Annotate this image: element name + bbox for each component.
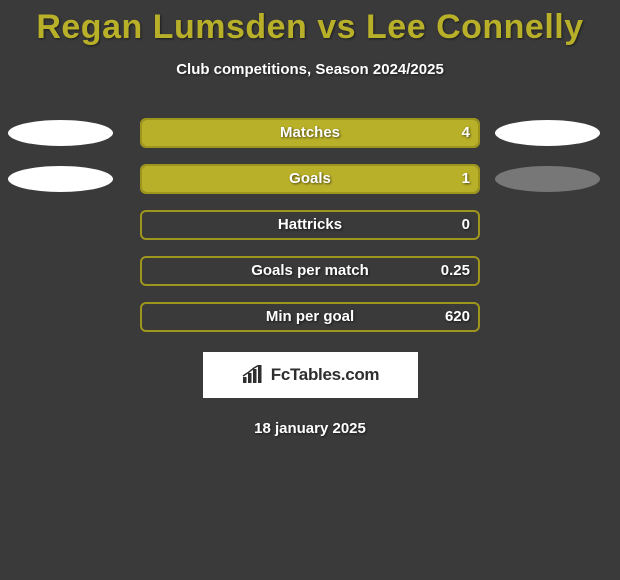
stats-container: Matches4Goals1Hattricks0Goals per match0… [0, 118, 620, 332]
date-text: 18 january 2025 [0, 420, 620, 437]
stat-row: Goals per match0.25 [0, 256, 620, 286]
stat-label: Matches [140, 118, 480, 148]
logo-text: FcTables.com [271, 365, 380, 385]
decorative-ellipse [8, 120, 113, 146]
decorative-ellipse [8, 166, 113, 192]
stat-value: 4 [462, 118, 470, 148]
stat-label: Goals per match [140, 256, 480, 286]
stat-label: Hattricks [140, 210, 480, 240]
decorative-ellipse [495, 166, 600, 192]
stat-row: Hattricks0 [0, 210, 620, 240]
stat-label: Min per goal [140, 302, 480, 332]
stat-label: Goals [140, 164, 480, 194]
logo-box: FcTables.com [203, 352, 418, 398]
stat-value: 0.25 [441, 256, 470, 286]
stat-value: 0 [462, 210, 470, 240]
subtitle: Club competitions, Season 2024/2025 [0, 61, 620, 78]
stat-row: Min per goal620 [0, 302, 620, 332]
stat-value: 620 [445, 302, 470, 332]
decorative-ellipse [495, 120, 600, 146]
stat-row: Matches4 [0, 118, 620, 148]
page-title: Regan Lumsden vs Lee Connelly [0, 0, 620, 47]
stat-value: 1 [462, 164, 470, 194]
stat-row: Goals1 [0, 164, 620, 194]
bar-chart-icon [241, 365, 265, 385]
